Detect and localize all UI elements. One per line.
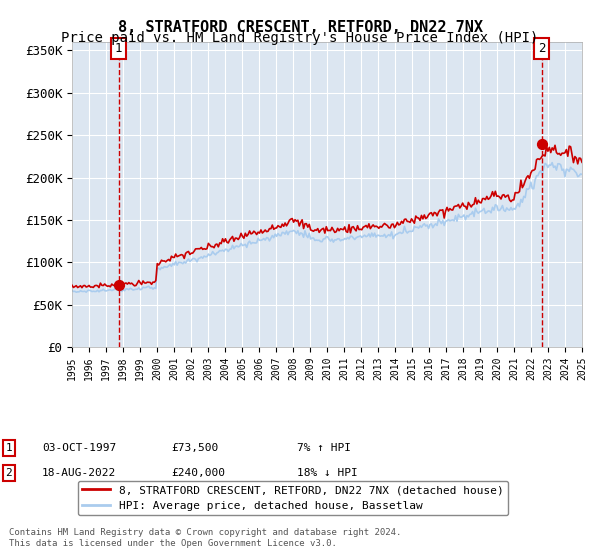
Text: 03-OCT-1997: 03-OCT-1997 (42, 443, 116, 453)
Text: 18-AUG-2022: 18-AUG-2022 (42, 468, 116, 478)
Text: £73,500: £73,500 (171, 443, 218, 453)
Text: 2: 2 (538, 42, 545, 55)
Text: 7% ↑ HPI: 7% ↑ HPI (297, 443, 351, 453)
Text: Contains HM Land Registry data © Crown copyright and database right 2024.
This d: Contains HM Land Registry data © Crown c… (9, 528, 401, 548)
Text: 18% ↓ HPI: 18% ↓ HPI (297, 468, 358, 478)
Text: Price paid vs. HM Land Registry's House Price Index (HPI): Price paid vs. HM Land Registry's House … (61, 31, 539, 45)
Text: 1: 1 (115, 42, 122, 55)
Text: 2: 2 (5, 468, 13, 478)
Text: 8, STRATFORD CRESCENT, RETFORD, DN22 7NX: 8, STRATFORD CRESCENT, RETFORD, DN22 7NX (118, 20, 482, 35)
Point (537, 139, 547, 148)
Legend: 8, STRATFORD CRESCENT, RETFORD, DN22 7NX (detached house), HPI: Average price, d: 8, STRATFORD CRESCENT, RETFORD, DN22 7NX… (77, 481, 508, 515)
Text: £240,000: £240,000 (171, 468, 225, 478)
Point (114, 281, 124, 290)
Text: 1: 1 (5, 443, 13, 453)
